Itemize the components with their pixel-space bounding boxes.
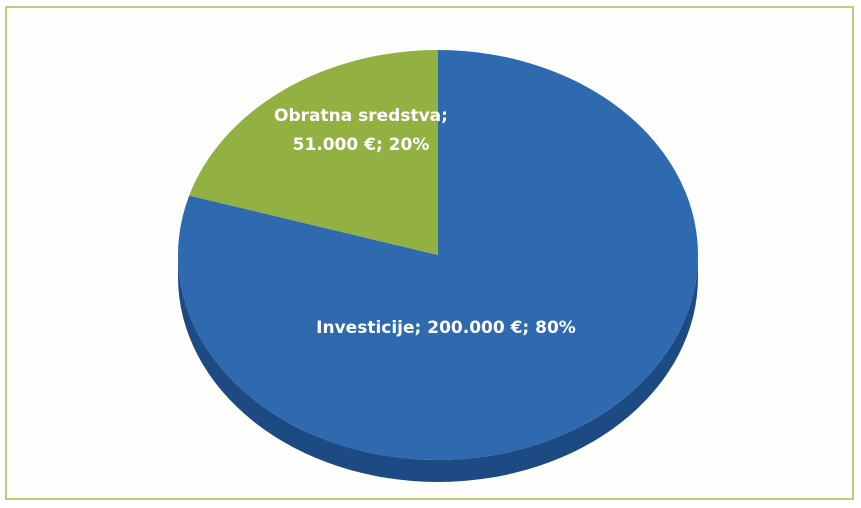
pie-labels: Obratna sredstva; 51.000 €; 20% Investic… (274, 106, 576, 338)
slice-label-investicije: Investicije; 200.000 €; 80% (316, 318, 576, 338)
pie-slice-investicije (178, 50, 698, 460)
slice-label-obratna-line2: 51.000 €; 20% (293, 135, 430, 155)
slice-label-obratna-line1: Obratna sredstva; (274, 106, 448, 126)
pie-top-face (178, 50, 698, 460)
pie-slice-obratna-sredstva (189, 50, 438, 255)
